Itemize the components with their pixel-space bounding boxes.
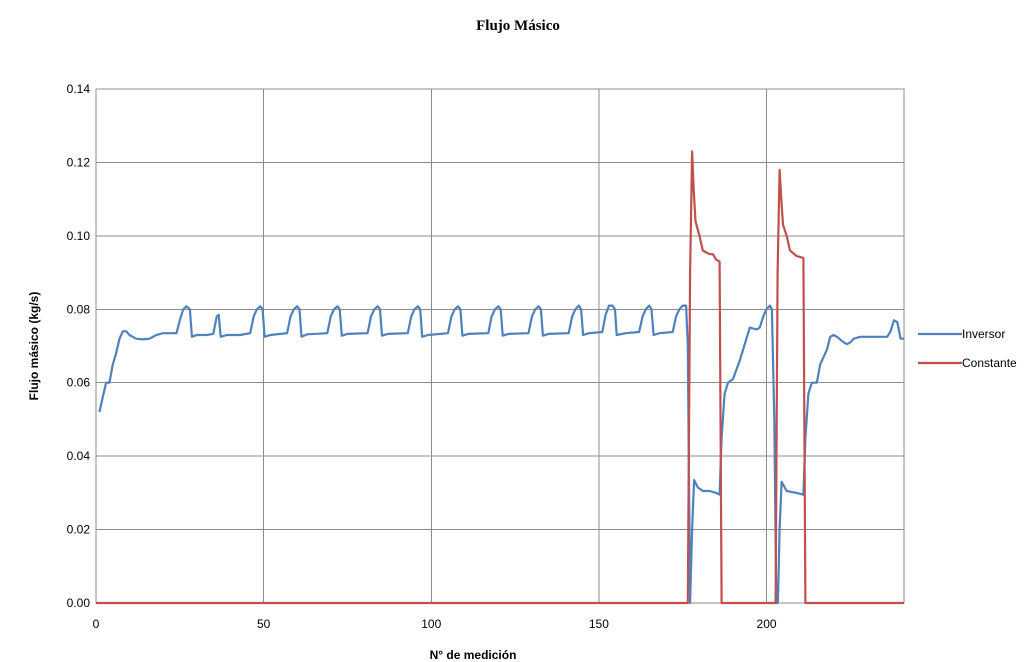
y-axis-label: Flujo másico (kg/s) [27, 292, 41, 401]
legend-label: Constante [962, 356, 1017, 370]
x-tick-label: 200 [757, 617, 777, 631]
y-tick-label: 0.08 [67, 302, 91, 316]
y-tick-label: 0.02 [67, 523, 91, 537]
series-line-constante [96, 150, 904, 605]
legend: Inversor Constante [918, 327, 1017, 370]
y-tick-label: 0.06 [67, 376, 91, 390]
x-axis-label: N° de medición [430, 648, 517, 662]
x-tick-label: 0 [93, 617, 100, 631]
plot-area [95, 88, 905, 604]
y-tick-label: 0.12 [67, 155, 91, 169]
x-axis-ticks: 0 50 100 150 200 [93, 617, 777, 631]
legend-label: Inversor [962, 327, 1005, 341]
y-tick-label: 0.00 [67, 596, 91, 610]
y-tick-label: 0.04 [67, 449, 91, 463]
grid [95, 88, 904, 604]
x-tick-label: 150 [589, 617, 609, 631]
x-tick-label: 100 [421, 617, 441, 631]
series-line-inversor [98, 304, 904, 605]
y-axis-ticks: 0.00 0.02 0.04 0.06 0.08 0.10 0.12 0.14 [67, 82, 91, 610]
x-tick-label: 50 [257, 617, 271, 631]
y-tick-label: 0.10 [67, 229, 91, 243]
chart-title: Flujo Másico [476, 18, 560, 34]
y-tick-label: 0.14 [67, 82, 91, 96]
series-lines [96, 150, 904, 605]
